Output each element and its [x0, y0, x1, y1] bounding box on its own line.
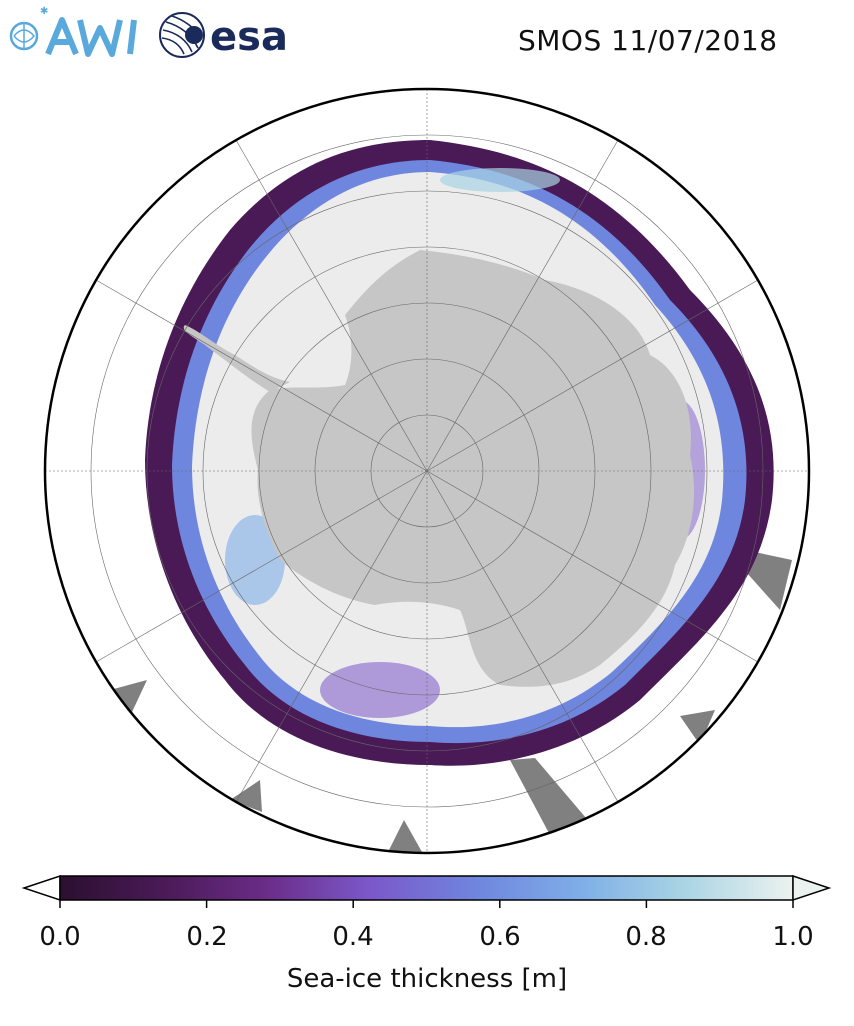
colorbar-tick-label: 1.0 — [772, 922, 814, 952]
esa-logo: esa — [159, 12, 288, 60]
no-data-wedge — [230, 780, 262, 812]
colorbar-tick-label: 0.4 — [332, 922, 374, 952]
colorbar-extend-min — [21, 874, 61, 902]
graticule — [45, 89, 809, 853]
colorbar-ticks — [59, 900, 794, 908]
map-title: SMOS 11/07/2018 — [518, 24, 778, 57]
no-data-wedge — [110, 680, 147, 712]
antarctic-peninsula — [183, 325, 290, 392]
sea-ice-map — [43, 87, 811, 855]
map-boundary — [43, 87, 811, 855]
header: ✱ esa SMOS 11/07/2018 — [0, 0, 854, 80]
colorbar-tick-label: 0.6 — [479, 922, 521, 952]
colorbar-tick-label: 0.2 — [186, 922, 228, 952]
colorbar-tick-label: 0.8 — [625, 922, 667, 952]
medium-ice-patch — [440, 168, 560, 192]
colorbar-label: Sea-ice thickness [m] — [286, 964, 568, 994]
svg-text:esa: esa — [210, 14, 288, 60]
no-data-wedge — [388, 820, 422, 852]
colorbar-extend-max — [792, 874, 832, 902]
awi-logo: ✱ — [9, 6, 137, 57]
no-data-wedge — [510, 758, 586, 835]
colorbar — [21, 874, 832, 908]
colorbar-tick-label: 0.0 — [39, 922, 81, 952]
colorbar-gradient — [59, 875, 794, 901]
svg-text:✱: ✱ — [40, 6, 48, 17]
antarctica — [251, 250, 695, 687]
no-data-wedge — [680, 710, 715, 745]
